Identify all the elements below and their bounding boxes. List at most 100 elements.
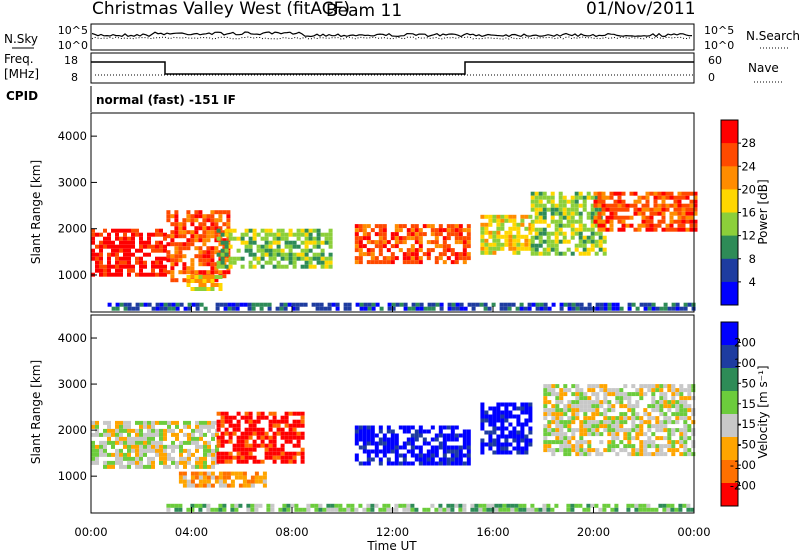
- echo-cell: [218, 210, 223, 215]
- echo-cell: [370, 429, 375, 434]
- echo-cell: [687, 452, 692, 457]
- echo-cell: [663, 428, 668, 433]
- echo-cell: [183, 306, 188, 311]
- echo-cell: [555, 408, 560, 413]
- colorbar-tick-label: 50: [741, 376, 756, 390]
- echo-cell: [264, 232, 269, 237]
- echo-cell: [496, 434, 501, 439]
- echo-cell: [410, 248, 415, 253]
- echo-cell: [296, 439, 301, 444]
- echo-cell: [171, 456, 175, 461]
- echo-cell: [203, 306, 208, 311]
- echo-cell: [280, 443, 285, 448]
- echo-cell: [566, 211, 571, 216]
- echo-cell: [508, 434, 513, 439]
- echo-cell: [579, 306, 584, 311]
- echo-cell: [486, 503, 491, 508]
- echo-cell: [623, 404, 628, 409]
- echo-cell: [602, 235, 607, 240]
- echo-cell: [366, 461, 371, 466]
- echo-cell: [296, 451, 301, 456]
- echo-cell: [488, 430, 493, 435]
- echo-cell: [594, 239, 599, 244]
- echo-cell: [442, 252, 447, 257]
- echo-cell: [199, 444, 203, 449]
- echo-cell: [494, 507, 499, 512]
- echo-cell: [693, 223, 698, 228]
- echo-cell: [166, 270, 171, 275]
- echo-cell: [143, 252, 147, 257]
- echo-cell: [492, 418, 497, 423]
- echo-cell: [147, 428, 151, 433]
- noise-right-tick-top: 10^5: [704, 24, 734, 37]
- echo-cell: [643, 432, 648, 437]
- echo-cell: [679, 388, 684, 393]
- echo-cell: [578, 215, 583, 220]
- echo-cell: [139, 268, 143, 273]
- echo-cell: [538, 195, 543, 200]
- echo-cell: [292, 451, 297, 456]
- echo-cell: [186, 283, 191, 287]
- echo-cell: [256, 427, 261, 432]
- echo-cell: [609, 219, 614, 224]
- echo-cell: [252, 427, 257, 432]
- echo-cell: [599, 388, 604, 393]
- echo-cell: [324, 264, 329, 269]
- echo-cell: [677, 195, 682, 200]
- echo-cell: [595, 408, 600, 413]
- echo-cell: [354, 441, 359, 446]
- echo-cell: [480, 402, 485, 407]
- echo-cell: [621, 223, 626, 228]
- echo-cell: [681, 223, 686, 228]
- echo-cell: [655, 400, 660, 405]
- echo-cell: [458, 461, 463, 466]
- echo-cell: [171, 428, 175, 433]
- echo-cell: [254, 471, 259, 476]
- echo-cell: [279, 302, 284, 307]
- echo-cell: [607, 306, 612, 311]
- echo-cell: [639, 392, 644, 397]
- echo-cell: [438, 252, 443, 257]
- echo-cell: [143, 420, 147, 425]
- echo-cell: [514, 503, 519, 508]
- echo-cell: [216, 419, 221, 424]
- echo-cell: [91, 448, 95, 453]
- echo-cell: [272, 236, 277, 241]
- echo-cell: [194, 210, 199, 215]
- echo-cell: [264, 228, 269, 233]
- echo-cell: [224, 248, 229, 253]
- echo-cell: [198, 283, 203, 287]
- echo-cell: [354, 433, 359, 438]
- echo-cell: [597, 215, 602, 220]
- echo-cell: [386, 461, 391, 466]
- echo-cell: [450, 228, 455, 233]
- echo-cell: [250, 479, 255, 484]
- echo-cell: [446, 461, 451, 466]
- echo-cell: [571, 408, 576, 413]
- echo-cell: [178, 242, 183, 247]
- echo-cell: [228, 232, 233, 237]
- echo-cell: [170, 258, 175, 263]
- echo-cell: [603, 420, 608, 425]
- echo-cell: [312, 252, 317, 257]
- echo-cell: [186, 275, 191, 279]
- echo-cell: [438, 224, 443, 229]
- echo-cell: [446, 256, 451, 261]
- echo-cell: [597, 211, 602, 216]
- echo-cell: [550, 507, 555, 512]
- echo-cell: [488, 418, 493, 423]
- echo-cell: [127, 464, 131, 469]
- echo-cell: [438, 425, 443, 430]
- echo-cell: [195, 302, 200, 307]
- echo-cell: [607, 392, 612, 397]
- echo-cell: [458, 449, 463, 454]
- echo-cell: [178, 479, 183, 484]
- echo-cell: [595, 400, 600, 405]
- echo-cell: [107, 272, 111, 277]
- echo-cell: [91, 420, 95, 425]
- echo-cell: [607, 440, 612, 445]
- echo-cell: [550, 203, 555, 208]
- echo-cell: [220, 232, 225, 237]
- echo-cell: [555, 440, 560, 445]
- echo-cell: [246, 503, 251, 508]
